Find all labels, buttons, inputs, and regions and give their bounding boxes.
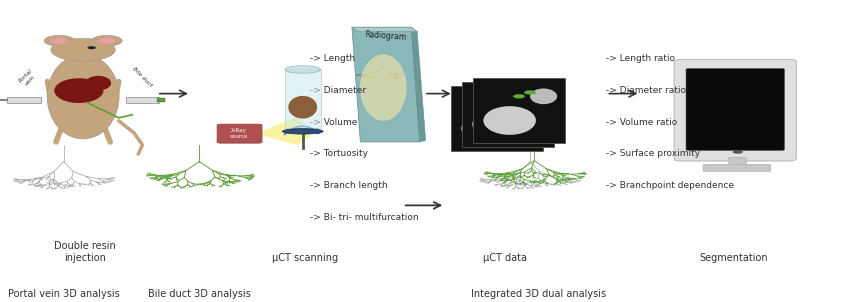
Ellipse shape (519, 92, 546, 108)
FancyBboxPatch shape (686, 69, 784, 150)
Ellipse shape (288, 96, 317, 118)
Text: X-Ray
source: X-Ray source (230, 128, 248, 139)
FancyBboxPatch shape (451, 86, 543, 151)
Text: -> Surface proximity: -> Surface proximity (606, 149, 700, 159)
Ellipse shape (54, 78, 103, 103)
Ellipse shape (86, 76, 111, 90)
Text: μCT scanning: μCT scanning (272, 253, 338, 263)
Ellipse shape (508, 96, 535, 112)
Ellipse shape (282, 129, 323, 134)
Circle shape (51, 38, 68, 44)
Ellipse shape (530, 88, 557, 104)
Circle shape (733, 150, 743, 154)
Circle shape (502, 98, 514, 102)
Text: -> Tortuosity: -> Tortuosity (310, 149, 367, 159)
Ellipse shape (483, 106, 536, 135)
Polygon shape (259, 116, 310, 145)
Ellipse shape (360, 54, 406, 121)
FancyBboxPatch shape (462, 82, 554, 147)
Text: -> Length: -> Length (310, 54, 354, 63)
Circle shape (98, 38, 115, 44)
Ellipse shape (472, 110, 525, 139)
Circle shape (92, 35, 122, 46)
FancyBboxPatch shape (157, 98, 165, 102)
Text: Integrated 3D dual analysis: Integrated 3D dual analysis (471, 289, 606, 299)
Text: -> Branchpoint dependence: -> Branchpoint dependence (606, 181, 734, 190)
Text: Portal vein 3D analysis: Portal vein 3D analysis (8, 289, 120, 299)
FancyBboxPatch shape (674, 59, 796, 161)
Polygon shape (352, 27, 417, 32)
FancyBboxPatch shape (728, 157, 746, 166)
FancyBboxPatch shape (217, 124, 262, 143)
Text: Double resin
injection: Double resin injection (54, 241, 115, 263)
Text: μCT data: μCT data (483, 253, 527, 263)
Text: Radiogram: Radiogram (365, 30, 407, 42)
Ellipse shape (47, 54, 119, 139)
Text: -> Diameter: -> Diameter (310, 86, 365, 95)
FancyBboxPatch shape (285, 69, 321, 128)
FancyBboxPatch shape (126, 97, 159, 103)
Text: -> Bi- tri- multifurcation: -> Bi- tri- multifurcation (310, 213, 418, 222)
Text: -> Branch length: -> Branch length (310, 181, 388, 190)
Circle shape (524, 90, 536, 95)
Text: -> Volume: -> Volume (310, 118, 357, 127)
FancyBboxPatch shape (473, 78, 565, 143)
Text: -> Diameter ratio: -> Diameter ratio (606, 86, 686, 95)
Text: Bile duct: Bile duct (131, 66, 153, 88)
FancyBboxPatch shape (7, 97, 41, 103)
Text: Portal
vein: Portal vein (18, 69, 38, 88)
Text: Segmentation: Segmentation (700, 253, 767, 263)
Ellipse shape (285, 66, 321, 73)
Polygon shape (352, 27, 420, 142)
Circle shape (44, 35, 75, 46)
Text: -> Volume ratio: -> Volume ratio (606, 118, 678, 127)
Polygon shape (411, 27, 426, 142)
FancyBboxPatch shape (703, 164, 771, 172)
Circle shape (51, 38, 115, 61)
Text: Bile duct 3D analysis: Bile duct 3D analysis (148, 289, 251, 299)
Text: -> Length ratio: -> Length ratio (606, 54, 675, 63)
Ellipse shape (461, 114, 514, 143)
Circle shape (513, 94, 525, 98)
Circle shape (87, 46, 96, 49)
